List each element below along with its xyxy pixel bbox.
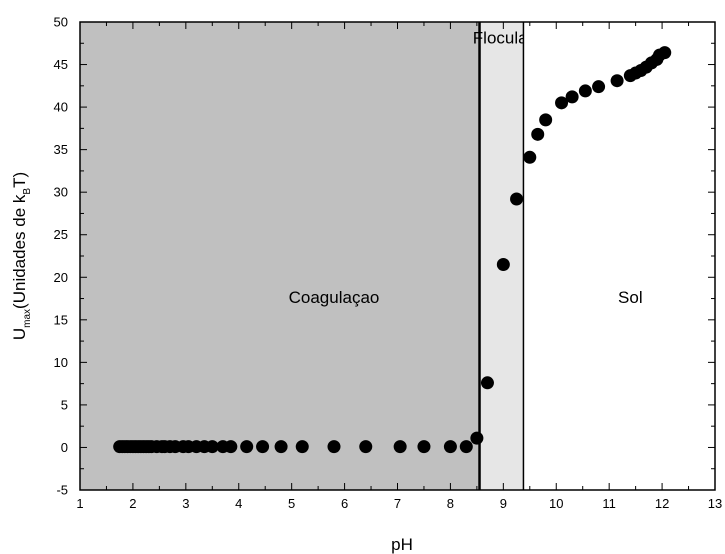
x-tick-label: 12 — [655, 496, 669, 511]
data-point — [539, 113, 553, 127]
x-tick-label: 1 — [76, 496, 83, 511]
y-axis-label-text-sub: B — [22, 188, 33, 195]
data-point — [274, 440, 288, 454]
y-axis-label-text: (Unidades de k — [10, 194, 29, 309]
y-tick-label: 0 — [61, 440, 68, 455]
y-axis-label-main-sub: max — [22, 309, 33, 328]
x-tick-label: 5 — [288, 496, 295, 511]
y-tick-label: 35 — [54, 142, 68, 157]
region-flocula-ao — [479, 22, 524, 490]
region-coagula-ao — [80, 22, 480, 490]
points-layer — [113, 46, 672, 454]
region-label: Sol — [618, 288, 643, 307]
data-point — [224, 440, 238, 454]
x-tick-label: 3 — [182, 496, 189, 511]
x-tick-label: 9 — [500, 496, 507, 511]
region-sol — [523, 22, 715, 490]
data-point — [327, 440, 341, 454]
y-tick-label: 30 — [54, 185, 68, 200]
y-tick-label: -5 — [56, 483, 68, 498]
data-point — [359, 440, 373, 454]
data-point — [295, 440, 309, 454]
y-tick-label: 5 — [61, 397, 68, 412]
data-point — [480, 376, 494, 390]
data-point — [393, 440, 407, 454]
data-point — [496, 258, 510, 272]
x-tick-label: 2 — [129, 496, 136, 511]
y-tick-label: 40 — [54, 100, 68, 115]
data-point — [256, 440, 270, 454]
y-tick-label: 15 — [54, 312, 68, 327]
x-tick-label: 6 — [341, 496, 348, 511]
data-point — [240, 440, 254, 454]
x-tick-label: 7 — [394, 496, 401, 511]
x-tick-label: 4 — [235, 496, 242, 511]
data-point — [531, 127, 545, 141]
data-point — [610, 74, 624, 88]
data-point — [417, 440, 431, 454]
y-tick-label: 50 — [54, 15, 68, 30]
data-point — [205, 440, 219, 454]
region-label: Coagulaçao — [289, 288, 380, 307]
data-point — [658, 46, 672, 60]
y-tick-label: 25 — [54, 227, 68, 242]
y-tick-label: 10 — [54, 355, 68, 370]
y-tick-label: 20 — [54, 270, 68, 285]
x-axis-label: pH — [391, 535, 413, 554]
data-point — [592, 80, 606, 94]
y-axis-label: Umax(Unidades de kBT) — [10, 172, 33, 340]
data-point — [459, 440, 473, 454]
data-point — [510, 192, 524, 206]
data-point — [470, 431, 484, 445]
data-point — [578, 84, 592, 98]
data-point — [555, 96, 569, 110]
x-tick-label: 10 — [549, 496, 563, 511]
y-axis-label-end: T) — [10, 172, 29, 188]
data-point — [523, 150, 537, 164]
y-axis-label-main: U — [10, 328, 29, 340]
x-tick-label: 8 — [447, 496, 454, 511]
x-tick-label: 13 — [708, 496, 722, 511]
x-tick-label: 11 — [602, 496, 616, 511]
data-point — [443, 440, 457, 454]
y-tick-label: 45 — [54, 57, 68, 72]
data-point — [565, 90, 579, 104]
